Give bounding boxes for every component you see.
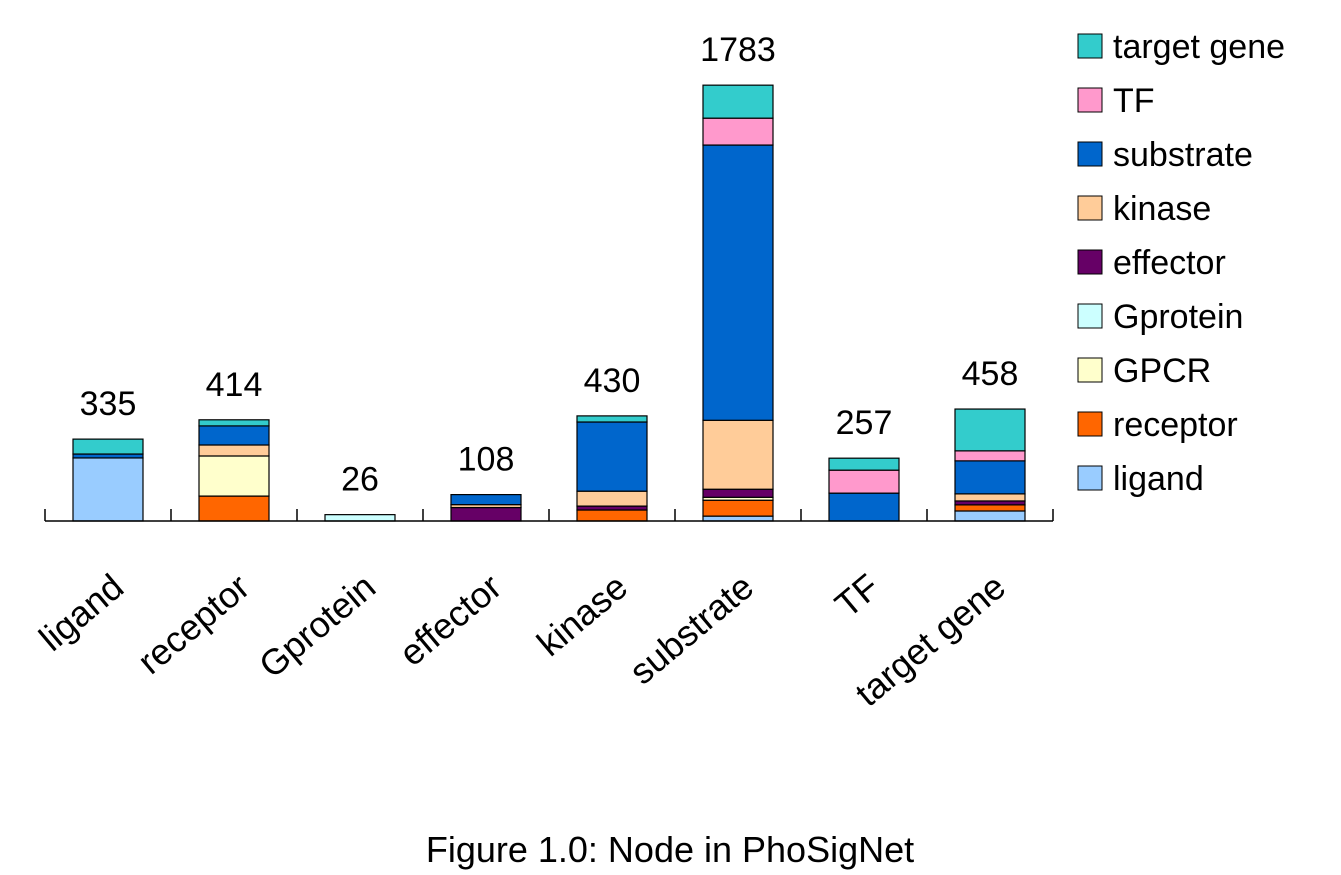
legend-swatch (1077, 411, 1103, 437)
bar-segment (954, 460, 1026, 495)
bar-segment (954, 510, 1026, 522)
legend-swatch (1077, 195, 1103, 221)
legend-label: target gene (1113, 28, 1285, 66)
bar-segment (954, 493, 1026, 502)
x-tick-label: kinase (529, 566, 635, 664)
total-label: 335 (80, 385, 137, 423)
bar-segment (702, 84, 774, 119)
total-label: 414 (206, 366, 263, 404)
bar-segment (954, 408, 1026, 452)
legend-label: substrate (1113, 136, 1253, 174)
bar-segment (702, 419, 774, 490)
legend-label: TF (1113, 82, 1155, 120)
legend-swatch (1077, 33, 1103, 59)
legend-label: ligand (1113, 460, 1204, 498)
bar-segment (198, 444, 270, 457)
bar-segment (576, 415, 648, 423)
bar-segment (828, 492, 900, 522)
bar-segment (198, 419, 270, 427)
legend-swatch (1077, 303, 1103, 329)
bar-segment (702, 499, 774, 517)
legend-label: effector (1113, 244, 1226, 282)
legend-swatch (1077, 465, 1103, 491)
bar-segment (576, 490, 648, 507)
bar-segment (198, 495, 270, 522)
bar-segment (702, 488, 774, 498)
x-tick-label: effector (391, 566, 509, 674)
total-label: 26 (341, 461, 379, 499)
bar-segment (954, 450, 1026, 462)
bar-segment (576, 421, 648, 492)
legend-swatch (1077, 249, 1103, 275)
legend-label: kinase (1113, 190, 1211, 228)
x-tick-label: Gprotein (251, 566, 383, 686)
bar-segment (324, 514, 396, 522)
x-tick-label: receptor (130, 566, 258, 682)
x-tick-label: ligand (31, 566, 131, 659)
bar-segment (828, 469, 900, 494)
total-label: 458 (962, 355, 1019, 393)
bar-segment (702, 117, 774, 146)
total-label: 108 (458, 441, 515, 479)
x-tick-label: substrate (621, 566, 761, 693)
bar-segment (198, 455, 270, 497)
bar-segment (576, 509, 648, 522)
chart-title: Figure 1.0: Node in PhoSigNet (426, 829, 914, 870)
bar-segment (72, 457, 144, 522)
x-tick-label: TF (827, 566, 887, 626)
bar-segment (954, 504, 1026, 512)
bar-segment (450, 506, 522, 522)
legend-swatch (1077, 141, 1103, 167)
bar-segment (702, 144, 774, 421)
bar-segment (450, 494, 522, 506)
legend-label: Gprotein (1113, 298, 1243, 336)
bar-segment (72, 438, 144, 455)
total-label: 257 (836, 404, 893, 442)
bar-segment (198, 425, 270, 446)
legend-swatch (1077, 87, 1103, 113)
legend-swatch (1077, 357, 1103, 383)
bar-segment (828, 457, 900, 471)
legend-label: GPCR (1113, 352, 1211, 390)
total-label: 430 (584, 362, 641, 400)
total-label: 1783 (700, 31, 776, 69)
legend-label: receptor (1113, 406, 1238, 444)
